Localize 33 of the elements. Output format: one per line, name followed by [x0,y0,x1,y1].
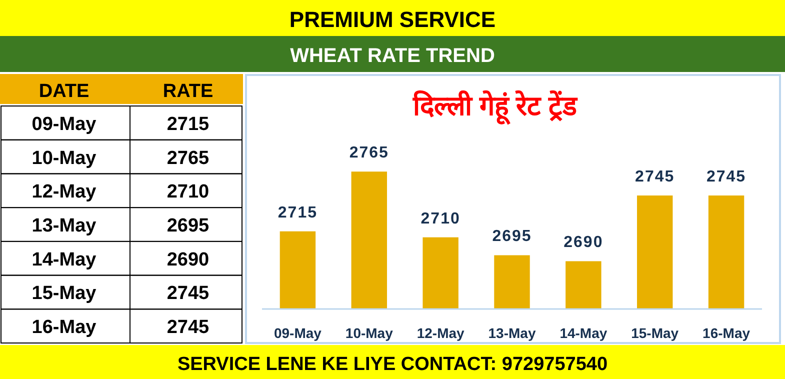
text: SERVICE LENE KE LIYE CONTACT: 9729757540 [177,354,608,375]
category-label: 13-May [32,216,97,236]
x-tick-label: 12-May [416,325,465,341]
text: DATE [38,81,90,102]
data-label: 2690 [166,249,210,270]
text: WHEAT RATE TREND [290,45,495,67]
category-label: 15-May [32,283,97,304]
data-label: 2745 [166,317,210,338]
category-label: 14-May [32,249,97,270]
data-label: 2690 [564,234,604,252]
category-label: 10-May [32,148,97,169]
x-tick-label: 09-May [274,325,322,341]
data-label: 2715 [166,114,210,135]
text: दिल्ली गेहूं रेट ट्रेंड [412,90,579,125]
x-tick-label: 15-May [631,325,679,341]
data-label: 2745 [166,283,210,304]
category-label: 09-May [32,114,97,135]
data-label: 2715 [278,204,318,222]
category-label: 12-May [32,182,97,203]
text: RATE [162,81,214,102]
x-tick-label: 13-May [488,325,536,341]
text: PREMIUM SERVICE [289,7,496,32]
x-tick-label: 14-May [560,325,608,341]
data-label: 2745 [706,168,746,186]
data-label: 2695 [166,216,210,236]
data-label: 2765 [349,144,389,162]
data-label: 2745 [635,168,675,186]
data-label: 2765 [166,148,210,169]
data-label: 2710 [420,210,460,228]
x-tick-label: 16-May [702,325,750,341]
x-tick-label: 10-May [345,325,394,341]
data-label: 2695 [492,228,532,246]
data-label: 2710 [166,182,210,203]
